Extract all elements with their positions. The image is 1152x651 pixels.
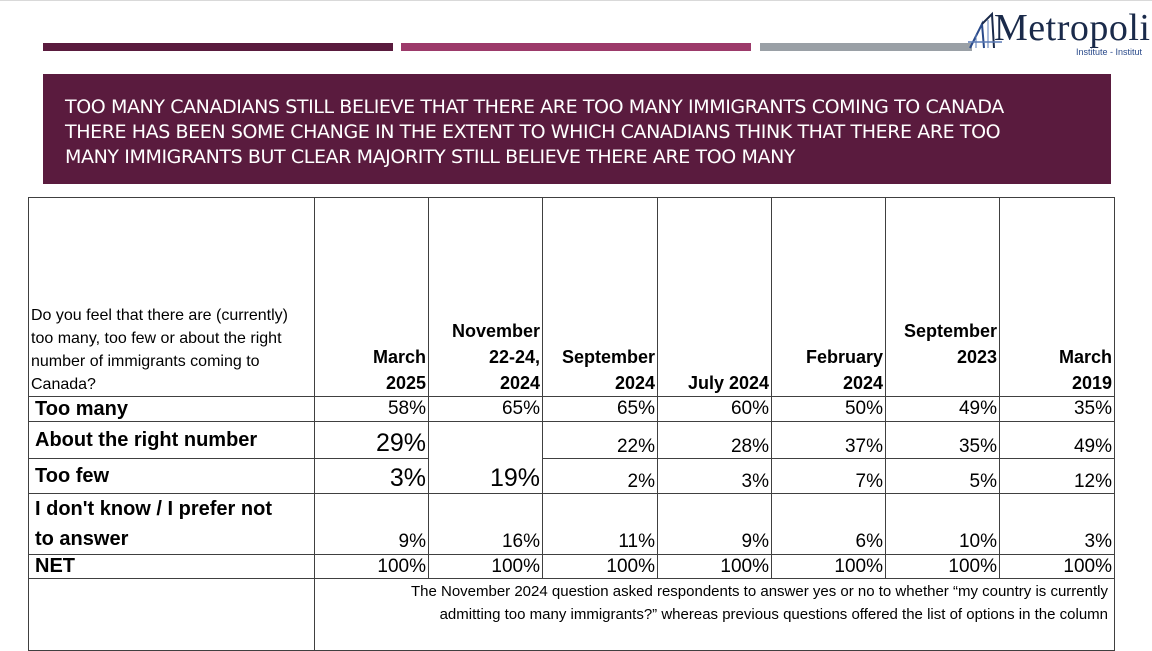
row-label: About the right number [28,421,315,459]
value-cell: 3% [314,458,429,494]
value-cell: 9% [657,493,772,555]
value-cell: 22% [542,421,658,459]
value-cell: 37% [771,421,886,459]
value-cell: 7% [771,458,886,494]
value-cell: 16% [428,493,543,555]
table-row: About the right number 29% 19% 22% 28% 3… [28,421,1115,494]
banner-line: MANY IMMIGRANTS BUT CLEAR MAJORITY STILL… [65,146,796,168]
value-cell: 10% [885,493,1000,555]
value-cell: 100% [657,554,772,579]
value-cell: 3% [657,458,772,494]
title-banner: TOO MANY CANADIANS STILL BELIEVE THAT TH… [43,74,1111,184]
value-cell: 60% [657,396,772,422]
value-cell: 50% [771,396,886,422]
value-cell: 49% [885,396,1000,422]
value-cell: 58% [314,396,429,422]
survey-results-table: Do you feel that there are (currently) t… [28,197,1115,651]
column-header: November 22-24, 2024 [428,197,543,397]
value-cell: 100% [542,554,658,579]
column-header: March 2025 [314,197,429,397]
row-label: Too few [28,458,315,494]
table-row: The November 2024 question asked respond… [28,578,1115,651]
question-cell: Do you feel that there are (currently) t… [28,197,315,397]
value-cell: 9% [314,493,429,555]
table-row: NET 100% 100% 100% 100% 100% 100% 100% [28,554,1115,579]
value-cell: 28% [657,421,772,459]
accent-bar-grey [760,43,972,51]
column-header: March 2019 [999,197,1115,397]
value-cell: 35% [999,396,1115,422]
value-cell: 65% [428,396,543,422]
logo-subtitle: Institute - Institut [1075,47,1142,57]
value-cell: 2% [542,458,658,494]
value-cell: 100% [885,554,1000,579]
value-cell: 100% [428,554,543,579]
column-header: February 2024 [771,197,886,397]
bridge-icon [968,11,1002,49]
top-divider [0,0,1152,1]
value-cell: 35% [885,421,1000,459]
row-label: NET [28,554,315,579]
banner-line: THERE HAS BEEN SOME CHANGE IN THE EXTENT… [65,121,1001,143]
value-cell: 65% [542,396,658,422]
table-row: I don't know / I prefer not to answer 9% … [28,493,1115,555]
empty-cell [28,578,315,651]
metropolis-logo: Metropolis Institute - Institut [968,4,1152,58]
value-cell: 100% [314,554,429,579]
value-cell: 49% [999,421,1115,459]
column-header: September 2023 [885,197,1000,397]
value-cell: 6% [771,493,886,555]
value-cell: 29% [314,421,429,459]
value-cell: 100% [999,554,1115,579]
accent-bar-magenta [401,43,751,51]
table-row: Too many 58% 65% 65% 60% 50% 49% 35% [28,396,1115,422]
column-header: September 2024 [542,197,658,397]
value-cell: 12% [999,458,1115,494]
column-header: July 2024 [657,197,772,397]
header-row: Do you feel that there are (currently) t… [28,197,1115,397]
banner-line: TOO MANY CANADIANS STILL BELIEVE THAT TH… [65,96,1004,118]
value-cell: 100% [771,554,886,579]
merged-value-cell: 19% [428,421,543,494]
logo-wordmark: Metropolis [994,7,1152,49]
accent-bar-plum [43,43,393,51]
value-cell: 5% [885,458,1000,494]
row-label: Too many [28,396,315,422]
value-cell: 3% [999,493,1115,555]
footnote-cell: The November 2024 question asked respond… [314,578,1115,651]
table-row: Too few 3% 2% 3% 7% 5% 12% [28,458,1115,494]
row-label: I don't know / I prefer not to answer [28,493,315,555]
value-cell: 11% [542,493,658,555]
